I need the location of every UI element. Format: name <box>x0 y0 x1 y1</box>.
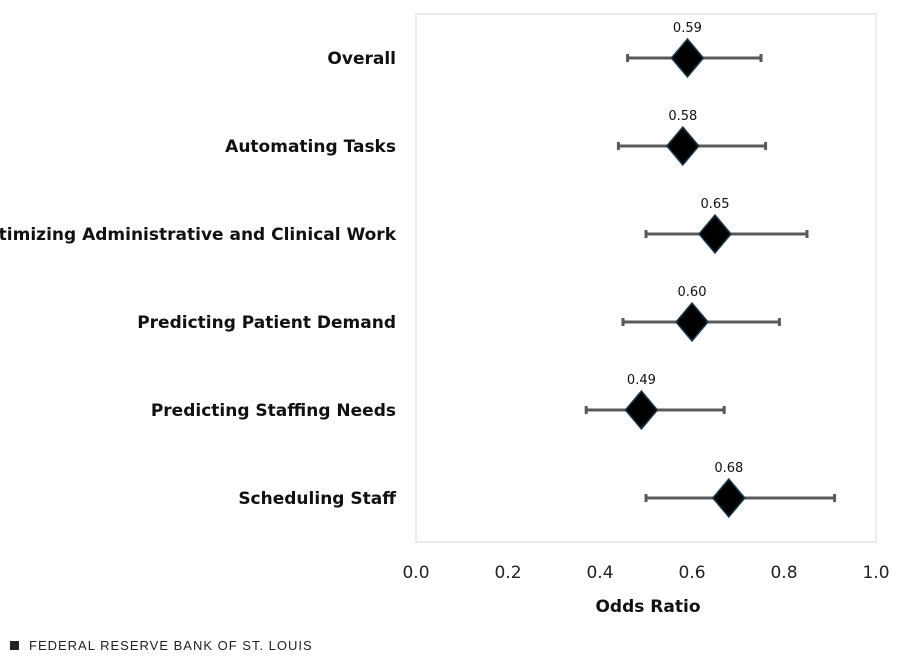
point-markers <box>624 37 746 519</box>
source-footer: FEDERAL RESERVE BANK OF ST. LOUIS <box>10 638 313 653</box>
category-label: Scheduling Staff <box>238 489 396 509</box>
diamond-marker <box>670 37 705 79</box>
diamond-marker <box>675 301 709 343</box>
data-label: 0.60 <box>678 285 707 300</box>
data-label: 0.58 <box>668 109 697 124</box>
x-tick-label: 0.0 <box>402 563 429 583</box>
plot-area-border <box>415 13 877 543</box>
category-label: Overall <box>327 49 396 69</box>
x-tick-label: 0.8 <box>770 563 797 583</box>
diamond-marker <box>711 477 746 519</box>
diamond-marker <box>698 213 732 255</box>
category-label: Predicting Patient Demand <box>137 313 396 333</box>
data-label: 0.65 <box>701 197 730 212</box>
category-label: Optimizing Administrative and Clinical W… <box>0 225 397 245</box>
x-tick-label: 0.4 <box>586 563 613 583</box>
diamond-marker <box>665 125 700 167</box>
footer-square-icon <box>10 641 19 650</box>
category-label: Automating Tasks <box>225 137 396 157</box>
error-bars <box>584 54 837 502</box>
category-label: Predicting Staffing Needs <box>151 401 396 421</box>
data-label: 0.49 <box>627 373 656 388</box>
x-tick-label: 1.0 <box>862 563 889 583</box>
x-tick-labels: 0.0 0.2 0.4 0.6 0.8 1.0 <box>402 563 889 583</box>
data-label: 0.59 <box>673 21 702 36</box>
data-label: 0.68 <box>714 461 743 476</box>
diamond-marker <box>624 389 659 431</box>
forest-plot-chart: Overall Automating Tasks Optimizing Admini… <box>0 13 890 617</box>
x-axis-title: Odds Ratio <box>595 597 700 617</box>
x-tick-label: 0.2 <box>494 563 521 583</box>
footer-source-text: FEDERAL RESERVE BANK OF ST. LOUIS <box>29 638 313 653</box>
data-labels: 0.59 0.58 0.65 0.60 0.49 0.68 <box>627 21 743 476</box>
x-tick-label: 0.6 <box>678 563 705 583</box>
category-labels: Overall Automating Tasks Optimizing Admini… <box>0 49 397 509</box>
